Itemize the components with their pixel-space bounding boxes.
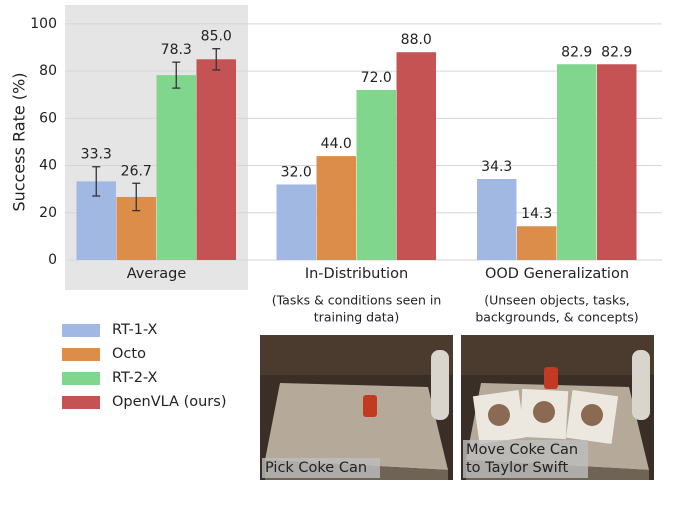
photo-table (265, 383, 448, 470)
bar (196, 59, 236, 260)
error-bar (172, 61, 181, 89)
photo-robot (431, 350, 449, 420)
legend-swatch (62, 324, 100, 337)
legend-label: RT-1-X (112, 322, 158, 338)
photo-face (581, 404, 603, 426)
error-bar (212, 48, 221, 71)
bar (517, 226, 557, 260)
value-label: 78.3 (161, 42, 192, 58)
legend-swatch (62, 348, 100, 361)
value-label: 26.7 (121, 163, 152, 179)
photo: Pick Coke Can (260, 335, 453, 480)
x-tick-label: Average (127, 266, 187, 282)
legend-label: OpenVLA (ours) (112, 394, 226, 410)
photo-face (533, 401, 555, 423)
bar (156, 75, 196, 260)
legend-label: Octo (112, 346, 146, 362)
value-label: 82.9 (561, 44, 592, 60)
bar (597, 64, 637, 260)
y-tick-label: 60 (39, 110, 57, 126)
caption-bg (262, 458, 380, 478)
y-tick-label: 40 (39, 158, 57, 174)
error-bar (132, 182, 141, 212)
y-tick-label: 0 (48, 252, 57, 268)
photo: Move Coke Can to Taylor Swift (461, 335, 654, 480)
value-label: 88.0 (401, 32, 432, 48)
photo-caption: Pick Coke Can (265, 460, 367, 476)
photo-robot (632, 350, 650, 420)
group-note: (Unseen objects, tasks, (484, 293, 630, 308)
caption-bg (463, 440, 588, 478)
value-label: 85.0 (201, 29, 232, 45)
value-label: 33.3 (81, 147, 112, 163)
photo-wall (461, 335, 654, 375)
photo-caption: to Taylor Swift (466, 460, 569, 476)
photo-can (363, 395, 377, 417)
legend-label: RT-2-X (112, 370, 158, 386)
bar (557, 64, 597, 260)
bar (316, 156, 356, 260)
photo-can (544, 367, 558, 389)
photo-wall (260, 335, 453, 375)
x-tick-label: In-Distribution (305, 266, 408, 282)
photo-face (488, 404, 510, 426)
group-note: (Tasks & conditions seen in (272, 293, 442, 308)
bar (356, 90, 396, 260)
value-label: 44.0 (321, 136, 352, 152)
bar (477, 179, 517, 260)
y-tick-label: 80 (39, 63, 57, 79)
x-tick-label: OOD Generalization (485, 266, 629, 282)
error-bar (92, 166, 101, 197)
legend-swatch (62, 396, 100, 409)
y-axis-label: Success Rate (%) (10, 73, 29, 212)
value-label: 82.9 (601, 44, 632, 60)
y-tick-label: 100 (30, 16, 57, 32)
y-tick-label: 20 (39, 205, 57, 221)
bar (396, 52, 436, 260)
value-label: 32.0 (281, 164, 312, 180)
value-label: 34.3 (481, 159, 512, 175)
bar (276, 184, 316, 260)
value-label: 14.3 (521, 206, 552, 222)
value-label: 72.0 (361, 70, 392, 86)
group-note: backgrounds, & concepts) (475, 310, 638, 325)
photo-caption: Move Coke Can (466, 442, 578, 458)
legend-swatch (62, 372, 100, 385)
group-note: training data) (314, 310, 399, 325)
